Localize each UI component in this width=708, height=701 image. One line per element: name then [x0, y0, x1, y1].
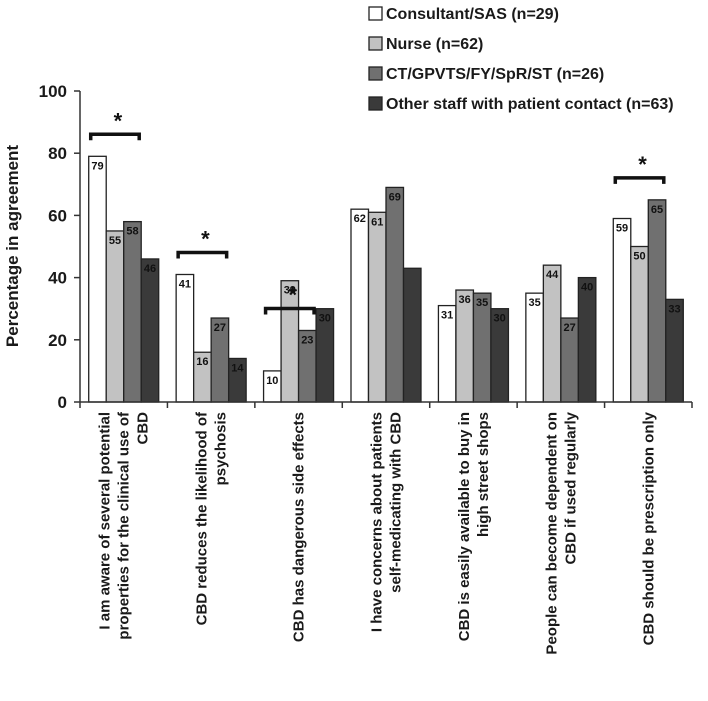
- data-label: 39: [284, 285, 296, 297]
- data-label: 35: [528, 297, 540, 309]
- significance-bracket: [263, 306, 316, 315]
- data-label: 14: [231, 362, 244, 374]
- data-label: 59: [616, 223, 628, 235]
- category-label: CBD has dangerous side effects: [291, 412, 308, 642]
- category-label: CBD is easily available to buy in: [456, 412, 473, 641]
- significance-star: *: [114, 108, 123, 133]
- legend-entry: Consultant/SAS (n=29): [386, 6, 559, 23]
- legend-entry: Other staff with patient contact (n=63): [386, 96, 674, 113]
- bar: [455, 289, 475, 403]
- legend-swatch: [368, 6, 383, 21]
- bar: [525, 292, 545, 403]
- data-label: 30: [319, 313, 331, 325]
- y-axis: 0 20 40 60 80 100: [39, 82, 81, 412]
- significance-star: *: [201, 226, 210, 251]
- bar: [88, 155, 107, 403]
- data-label: 30: [494, 313, 506, 325]
- data-label: 55: [109, 235, 121, 247]
- data-label: 33: [668, 303, 680, 315]
- data-label: 16: [196, 356, 208, 368]
- legend: Consultant/SAS (n=29) Nurse (n=62) CT/GPVT…: [368, 6, 674, 113]
- significance-bracket: [176, 250, 229, 259]
- bar: [105, 230, 125, 403]
- significance-star: *: [289, 282, 298, 307]
- y-tick-label: 60: [48, 206, 67, 225]
- bar: [385, 186, 405, 403]
- data-label: 36: [459, 294, 471, 306]
- data-label: 50: [633, 251, 645, 263]
- bar: [402, 267, 422, 403]
- data-label: 58: [126, 226, 138, 238]
- bar: [140, 258, 160, 403]
- data-label: 23: [301, 334, 313, 346]
- category-label: CBD should be prescription only: [640, 411, 657, 645]
- bar: [577, 276, 597, 403]
- significance-star: *: [638, 152, 647, 177]
- bar: [630, 245, 649, 403]
- category-label: CBD reduces the likelihood of: [194, 411, 211, 625]
- data-label: 79: [91, 160, 103, 172]
- y-tick-label: 80: [48, 144, 67, 163]
- bars: 79 55 58 46 41 16 27 14 10 39 23 30 62 61 69 31 36 35 30 35…: [88, 155, 684, 403]
- y-tick-label: 0: [58, 393, 67, 412]
- bar: [175, 273, 195, 403]
- data-label: 27: [214, 322, 226, 334]
- bar: [612, 217, 632, 403]
- y-axis-label: Percentage in agreement: [3, 145, 22, 348]
- category-label: properties for the clinical use of: [116, 411, 133, 640]
- bar: [647, 199, 667, 403]
- bar: [472, 292, 492, 403]
- category-label: self-medicating with CBD: [388, 412, 405, 593]
- bar: [123, 220, 142, 403]
- category-label: CBD if used regularly: [562, 411, 579, 564]
- data-label: 27: [563, 322, 575, 334]
- data-label: 46: [144, 263, 156, 275]
- data-label: 41: [179, 278, 191, 290]
- legend-entry: CT/GPVTS/FY/SpR/ST (n=26): [386, 66, 604, 83]
- data-label: 44: [546, 269, 559, 281]
- category-label: I have concerns about patients: [369, 412, 386, 632]
- data-label: 61: [371, 216, 383, 228]
- x-axis: [79, 401, 693, 408]
- significance-bracket: [613, 176, 666, 184]
- legend-swatch: [368, 96, 383, 111]
- bar: [542, 264, 562, 403]
- bar: [367, 211, 387, 403]
- category-label: high street shops: [475, 412, 492, 537]
- data-label: 31: [441, 310, 453, 322]
- data-label: 40: [581, 282, 593, 294]
- significance-bracket: [88, 132, 141, 141]
- category-labels: I am aware of several potential propertie…: [97, 411, 658, 655]
- y-tick-label: 40: [48, 269, 67, 288]
- category-label: People can become dependent on: [543, 412, 560, 655]
- data-label: 69: [389, 191, 401, 203]
- y-tick-label: 100: [39, 82, 67, 101]
- legend-entry: Nurse (n=62): [386, 36, 483, 53]
- significance-markers: * * * *: [88, 108, 666, 315]
- legend-swatch: [368, 36, 383, 51]
- y-tick-label: 20: [48, 331, 67, 350]
- bar: [350, 208, 370, 403]
- data-label: 35: [476, 297, 488, 309]
- category-label: CBD: [135, 412, 152, 445]
- category-label: psychosis: [213, 412, 230, 485]
- data-label: 62: [354, 213, 366, 225]
- data-label: 65: [651, 204, 663, 216]
- data-label: 10: [266, 375, 278, 387]
- legend-swatch: [368, 66, 383, 81]
- category-label: I am aware of several potential: [97, 412, 114, 630]
